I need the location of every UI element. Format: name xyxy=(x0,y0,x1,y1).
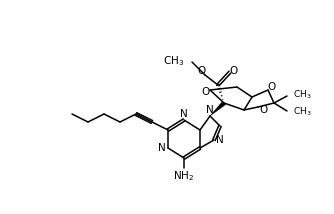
Text: O: O xyxy=(230,66,238,76)
Text: N: N xyxy=(158,143,166,153)
Text: N: N xyxy=(206,105,214,115)
Polygon shape xyxy=(210,101,225,116)
Text: CH$_3$: CH$_3$ xyxy=(293,106,312,118)
Text: O: O xyxy=(259,105,267,115)
Text: CH$_3$: CH$_3$ xyxy=(163,54,184,68)
Text: NH$_2$: NH$_2$ xyxy=(173,169,195,183)
Text: O: O xyxy=(201,87,209,97)
Text: O: O xyxy=(268,82,276,92)
Text: O: O xyxy=(198,66,206,76)
Text: N: N xyxy=(180,109,188,119)
Text: CH$_3$: CH$_3$ xyxy=(293,89,312,101)
Text: N: N xyxy=(216,135,224,145)
